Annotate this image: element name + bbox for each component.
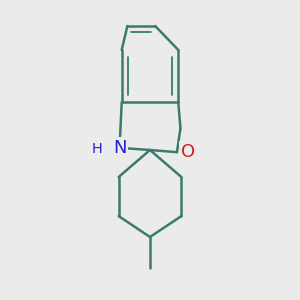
Text: H: H [92,142,102,156]
Text: O: O [181,143,195,161]
Text: N: N [113,139,126,157]
